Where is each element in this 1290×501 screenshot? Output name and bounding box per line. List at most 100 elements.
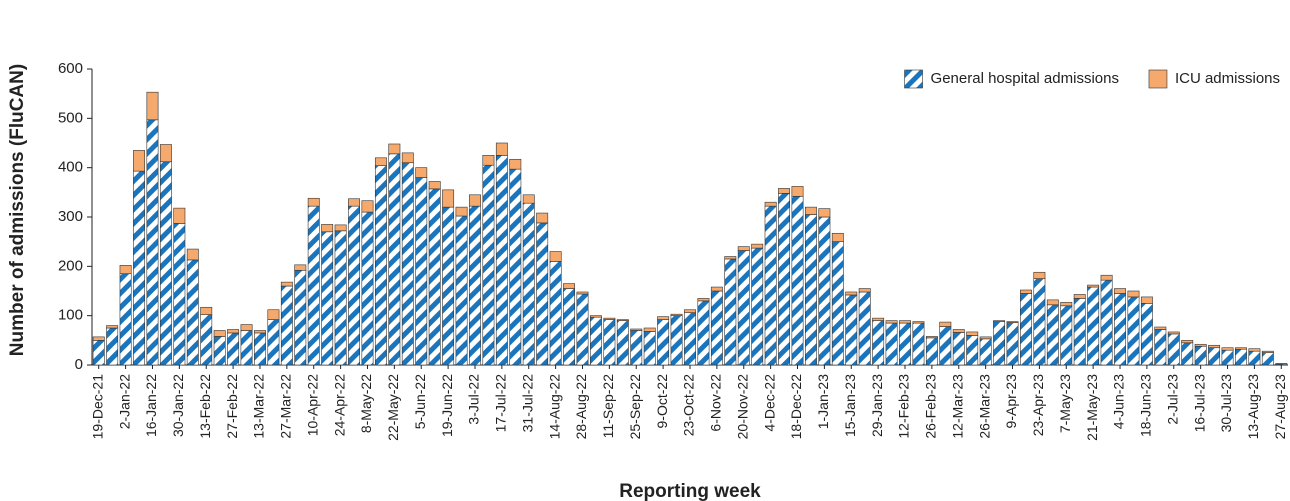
x-tick-label: 4-Jun-23 <box>1111 374 1127 429</box>
bar-segment <box>361 211 374 366</box>
bar-segment <box>603 317 616 320</box>
bar-segment <box>778 188 791 194</box>
y-tick-label: 400 <box>58 159 83 176</box>
bar-segment <box>1073 298 1086 366</box>
bar-segment <box>388 143 401 155</box>
bar-segment <box>804 206 817 215</box>
x-tick-label: 19-Jun-22 <box>439 374 455 437</box>
bar-segment <box>858 288 871 293</box>
x-tick-label: 9-Apr-23 <box>1003 374 1019 429</box>
bar-segment <box>536 222 549 366</box>
bar-segment <box>442 206 455 366</box>
bar-segment <box>482 164 495 366</box>
bar-segment <box>724 258 737 366</box>
bar-segment <box>294 269 307 366</box>
bar-segment <box>428 188 441 366</box>
bar-segment <box>1235 347 1247 350</box>
bar-segment <box>401 162 414 366</box>
bar-segment <box>254 332 266 366</box>
x-tick-label: 25-Sep-22 <box>627 374 643 440</box>
bar-segment <box>1261 352 1274 366</box>
legend-swatch <box>1148 69 1168 89</box>
legend-label: ICU admissions <box>1175 70 1280 87</box>
bar-segment <box>751 247 764 366</box>
y-tick-label: 500 <box>58 109 83 126</box>
bar-segment <box>710 290 723 366</box>
bar-segment <box>1046 299 1059 306</box>
bar-segment <box>1167 333 1180 366</box>
x-tick-label: 16-Jan-22 <box>143 374 159 437</box>
bar-segment <box>563 288 576 366</box>
bar-segment <box>697 300 710 366</box>
bar-segment <box>307 197 320 207</box>
y-tick-label: 100 <box>58 307 83 324</box>
bar-segment <box>428 181 441 190</box>
x-tick-label: 22-May-22 <box>385 374 401 441</box>
bar-segment <box>334 224 347 232</box>
bar-segment <box>482 155 495 166</box>
bar-segment <box>778 193 791 366</box>
bar-segment <box>254 330 266 334</box>
bar-segment <box>1087 284 1100 288</box>
bar-segment <box>321 224 334 233</box>
bar-segment <box>267 309 280 320</box>
bar-segment <box>146 119 159 366</box>
bar-segment <box>469 205 481 366</box>
x-tick-label: 26-Mar-23 <box>976 374 992 439</box>
bar-segment <box>939 321 952 327</box>
bar-segment <box>657 316 670 320</box>
bar-segment <box>1154 329 1167 366</box>
bar-segment <box>442 189 455 208</box>
bar-segment <box>791 195 804 366</box>
bar-segment <box>469 194 481 207</box>
bar-segment <box>764 205 777 366</box>
bar-segment <box>1033 278 1046 366</box>
bar-segment <box>186 248 199 261</box>
bar-segment <box>388 153 401 366</box>
bar-segment <box>993 321 1006 366</box>
bar-segment <box>818 216 831 366</box>
bar-segment <box>522 202 535 366</box>
bar-segment <box>1194 343 1207 347</box>
bar-segment <box>952 332 965 366</box>
x-tick-label: 3-Jul-22 <box>466 374 482 425</box>
bar-segment <box>899 320 911 324</box>
bar-segment <box>1261 350 1274 353</box>
bar-segment <box>710 286 723 292</box>
bar-segment <box>522 194 535 204</box>
bar-segment <box>1208 344 1221 349</box>
bar-segment <box>321 231 334 366</box>
bar-segment <box>1006 321 1019 323</box>
bar-segment <box>106 325 119 329</box>
bar-segment <box>280 281 293 287</box>
bar-segment <box>643 327 656 332</box>
x-tick-label: 27-Mar-22 <box>278 374 294 439</box>
x-tick-label: 4-Dec-22 <box>761 374 777 432</box>
bar-segment <box>912 322 925 366</box>
bar-segment <box>92 340 105 366</box>
bar-segment <box>1114 288 1126 294</box>
bar-segment <box>200 314 213 366</box>
bar-segment <box>1020 289 1032 294</box>
x-tick-label: 10-Apr-22 <box>304 374 320 436</box>
bar-segment <box>186 259 199 366</box>
bar-segment <box>643 331 656 366</box>
x-tick-label: 9-Oct-22 <box>654 374 670 429</box>
bar-segment <box>509 158 522 170</box>
bar-segment <box>1248 350 1261 366</box>
bar-segment <box>885 322 898 366</box>
x-tick-label: 31-Jul-22 <box>519 374 535 433</box>
bar-segment <box>92 336 105 341</box>
bar-segment <box>1181 342 1194 366</box>
bar-segment <box>831 232 844 242</box>
bar-segment <box>1100 274 1113 281</box>
bar-segment <box>925 337 938 366</box>
bar-segment <box>804 214 817 366</box>
legend-swatch <box>904 69 923 89</box>
y-tick-label: 200 <box>58 257 83 274</box>
bar-segment <box>1221 349 1234 366</box>
bar-segment <box>670 315 683 366</box>
bar-segment <box>227 332 240 366</box>
bar-segment <box>670 313 683 316</box>
bar-segment <box>1060 302 1073 307</box>
